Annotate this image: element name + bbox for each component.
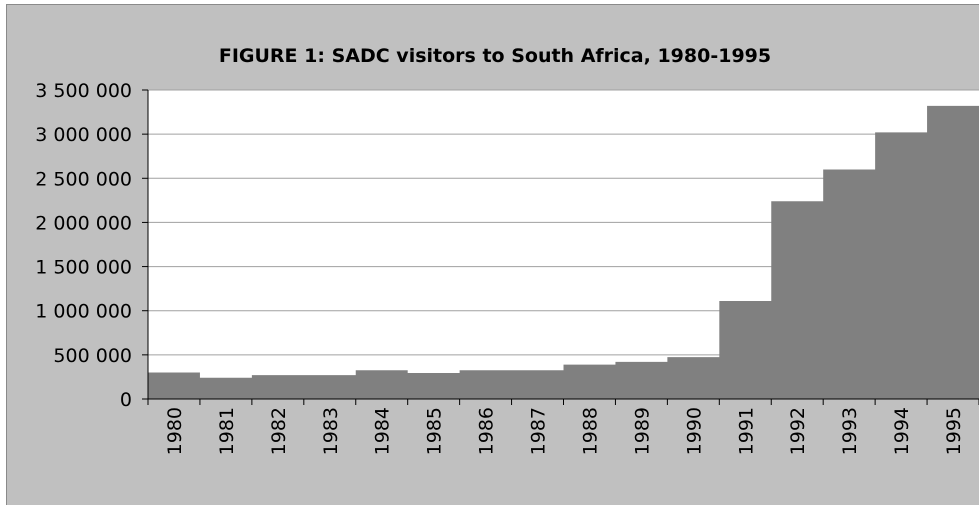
x-tick-label: 1992 (787, 407, 809, 455)
x-tick-label: 1987 (528, 407, 550, 455)
y-axis-ticks: 0 500 000 1 000 000 1 500 000 2 000 000 2 500… (35, 80, 148, 411)
y-tick-label: 1 500 000 (35, 257, 132, 279)
x-tick-label: 1988 (579, 407, 601, 455)
series-area (148, 105, 979, 400)
y-tick-label: 0 (120, 389, 132, 411)
x-tick-label: 1990 (683, 407, 705, 455)
x-tick-label: 1981 (216, 407, 238, 455)
y-tick-label: 1 000 000 (35, 301, 132, 323)
y-tick-label: 3 500 000 (35, 80, 132, 102)
x-tick-label: 1994 (891, 407, 913, 455)
x-tick-label: 1989 (631, 407, 653, 455)
x-tick-label: 1980 (164, 407, 186, 455)
x-tick-label: 1986 (476, 407, 498, 455)
y-tick-label: 500 000 (53, 345, 132, 367)
x-tick-label: 1983 (320, 407, 342, 455)
x-tick-label: 1985 (424, 407, 446, 455)
x-tick-label: 1982 (268, 407, 290, 455)
x-tick-label: 1991 (735, 407, 757, 455)
y-tick-label: 2 500 000 (35, 168, 132, 190)
x-axis-ticks: 1980 1981 1982 1983 1984 1985 1986 1987 1988 1989… (147, 399, 979, 455)
x-tick-label: 1984 (372, 407, 394, 455)
y-tick-label: 3 000 000 (35, 124, 132, 146)
x-tick-label: 1993 (839, 407, 861, 455)
chart-title: FIGURE 1: SADC visitors to South Africa,… (219, 45, 771, 67)
chart: FIGURE 1: SADC visitors to South Africa,… (35, 45, 979, 455)
chart-frame: FIGURE 1: SADC visitors to South Africa,… (6, 4, 979, 505)
gridlines (148, 89, 979, 356)
y-tick-label: 2 000 000 (35, 212, 132, 234)
x-tick-label: 1995 (943, 407, 965, 455)
